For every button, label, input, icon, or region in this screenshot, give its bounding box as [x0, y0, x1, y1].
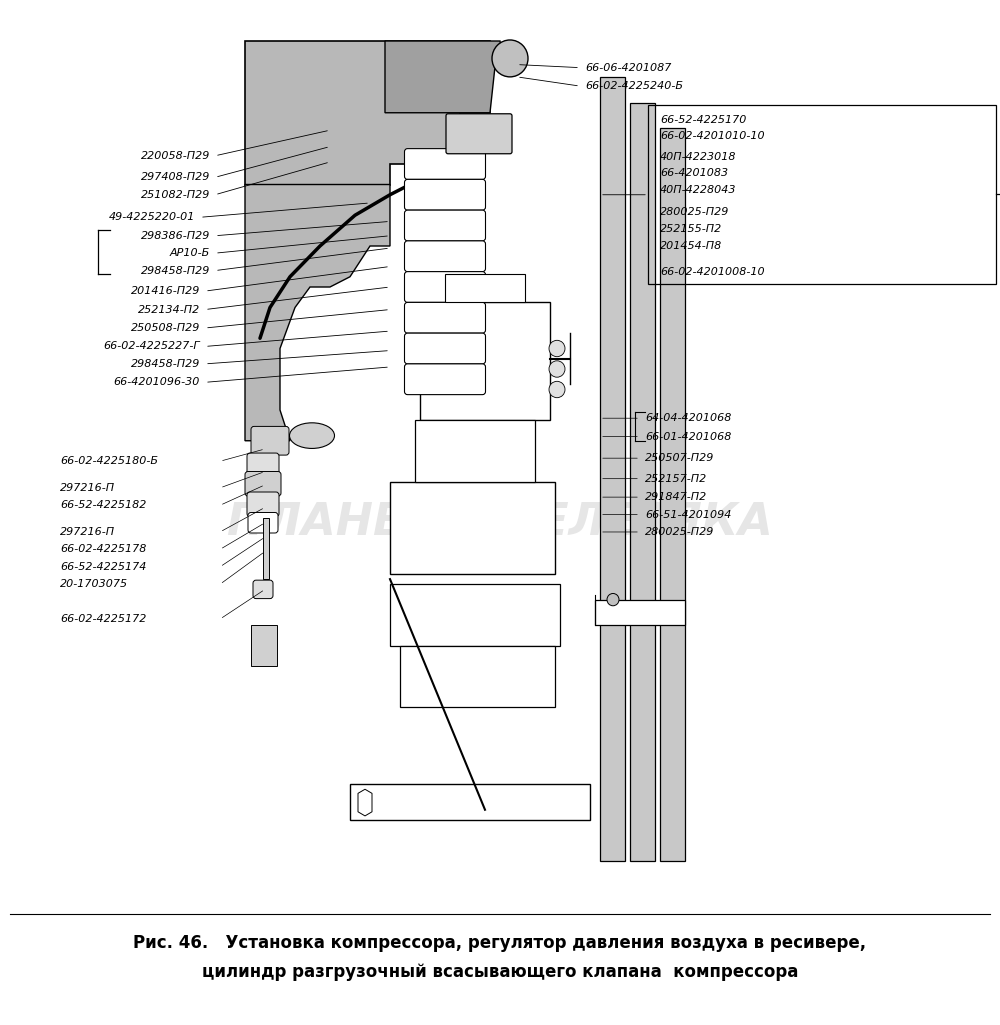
Circle shape	[492, 40, 528, 77]
FancyBboxPatch shape	[350, 784, 590, 820]
Text: 66-02-4201010-10: 66-02-4201010-10	[660, 131, 765, 141]
FancyBboxPatch shape	[251, 625, 277, 666]
Text: 66-02-4225227-Г: 66-02-4225227-Г	[103, 341, 200, 352]
Text: 252155-П2: 252155-П2	[660, 223, 722, 234]
Text: 280025-П29: 280025-П29	[660, 207, 729, 217]
FancyBboxPatch shape	[248, 512, 278, 533]
Text: 280025-П29: 280025-П29	[645, 527, 714, 537]
FancyBboxPatch shape	[446, 114, 512, 154]
FancyBboxPatch shape	[404, 210, 486, 241]
FancyBboxPatch shape	[247, 492, 279, 517]
FancyBboxPatch shape	[660, 128, 685, 861]
Text: 250508-П29: 250508-П29	[131, 323, 200, 333]
Text: 66-02-4225180-Б: 66-02-4225180-Б	[60, 456, 158, 466]
FancyBboxPatch shape	[404, 333, 486, 364]
Text: 66-52-4225174: 66-52-4225174	[60, 562, 146, 572]
FancyBboxPatch shape	[404, 272, 486, 302]
FancyBboxPatch shape	[404, 241, 486, 272]
Circle shape	[549, 361, 565, 377]
Text: 40П-4228043: 40П-4228043	[660, 184, 736, 195]
FancyBboxPatch shape	[595, 600, 685, 625]
Text: 66-4201083: 66-4201083	[660, 168, 728, 178]
Text: 298458-П29: 298458-П29	[131, 359, 200, 369]
Text: 49-4225220-01: 49-4225220-01	[109, 212, 195, 222]
FancyBboxPatch shape	[247, 453, 279, 476]
Text: 66-02-4225172: 66-02-4225172	[60, 614, 146, 624]
FancyBboxPatch shape	[404, 302, 486, 333]
Text: 66-01-4201068: 66-01-4201068	[645, 432, 731, 442]
Circle shape	[549, 381, 565, 398]
Polygon shape	[245, 184, 390, 441]
FancyBboxPatch shape	[404, 149, 486, 179]
Text: 66-06-4201087: 66-06-4201087	[585, 63, 671, 73]
Text: 298386-П29: 298386-П29	[141, 231, 210, 241]
Polygon shape	[385, 41, 505, 113]
Text: АР10-Б: АР10-Б	[170, 248, 210, 258]
Text: 201416-П29: 201416-П29	[131, 286, 200, 296]
Text: 66-51-4201094: 66-51-4201094	[645, 509, 731, 520]
FancyBboxPatch shape	[251, 426, 289, 455]
Text: 297216-П: 297216-П	[60, 527, 115, 537]
Text: 297408-П29: 297408-П29	[141, 172, 210, 182]
Text: 66-02-4225240-Б: 66-02-4225240-Б	[585, 81, 683, 91]
Text: 251082-П29: 251082-П29	[141, 190, 210, 200]
Text: 20-1703075: 20-1703075	[60, 579, 128, 589]
Text: 291847-П2: 291847-П2	[645, 492, 707, 502]
Circle shape	[549, 340, 565, 357]
Text: 297216-П: 297216-П	[60, 483, 115, 493]
Text: 252157-П2: 252157-П2	[645, 474, 707, 484]
Text: 250507-П29: 250507-П29	[645, 453, 714, 463]
FancyBboxPatch shape	[445, 274, 525, 302]
Ellipse shape	[290, 422, 334, 449]
FancyBboxPatch shape	[263, 518, 269, 579]
Text: 66-4201096-30: 66-4201096-30	[114, 377, 200, 387]
Text: 66-02-4225178: 66-02-4225178	[60, 544, 146, 555]
FancyBboxPatch shape	[415, 420, 535, 482]
FancyBboxPatch shape	[400, 646, 555, 707]
Text: 66-52-4225170: 66-52-4225170	[660, 115, 746, 125]
Circle shape	[607, 593, 619, 606]
Text: цилиндр разгрузочный всасывающего клапана  компрессора: цилиндр разгрузочный всасывающего клапан…	[202, 962, 798, 981]
FancyBboxPatch shape	[404, 364, 486, 395]
FancyBboxPatch shape	[390, 482, 555, 574]
Text: 298458-П29: 298458-П29	[141, 265, 210, 276]
Text: 252134-П2: 252134-П2	[138, 304, 200, 315]
FancyBboxPatch shape	[600, 77, 625, 861]
Text: 66-02-4201008-10: 66-02-4201008-10	[660, 266, 765, 277]
Polygon shape	[245, 41, 490, 184]
Polygon shape	[358, 789, 372, 816]
Text: 201454-П8: 201454-П8	[660, 241, 722, 251]
Text: ПЛАНЕТА ЖЕЛЕЗЯКА: ПЛАНЕТА ЖЕЛЕЗЯКА	[227, 501, 773, 544]
FancyBboxPatch shape	[390, 584, 560, 646]
Text: Рис. 46.   Установка компрессора, регулятор давления воздуха в ресивере,: Рис. 46. Установка компрессора, регулято…	[133, 934, 867, 952]
FancyBboxPatch shape	[245, 472, 281, 496]
FancyBboxPatch shape	[420, 302, 550, 420]
Text: 220058-П29: 220058-П29	[141, 151, 210, 161]
Text: 66-52-4225182: 66-52-4225182	[60, 500, 146, 510]
FancyBboxPatch shape	[253, 580, 273, 599]
Text: 40П-4223018: 40П-4223018	[660, 152, 736, 162]
FancyBboxPatch shape	[404, 179, 486, 210]
Text: 64-04-4201068: 64-04-4201068	[645, 413, 731, 423]
FancyBboxPatch shape	[630, 102, 655, 861]
